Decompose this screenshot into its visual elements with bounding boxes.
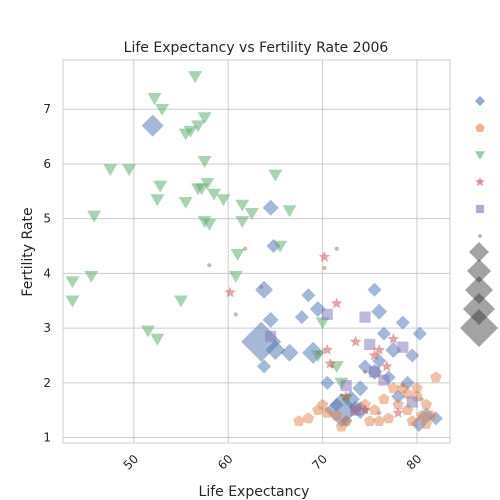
data-point-circle bbox=[316, 351, 320, 355]
data-point-circle bbox=[420, 397, 424, 401]
data-point-triangle-down bbox=[148, 93, 162, 105]
data-point-diamond bbox=[295, 310, 309, 324]
y-tick-label: 6 bbox=[43, 157, 51, 171]
y-tick-label: 7 bbox=[43, 102, 51, 116]
data-point-circle bbox=[243, 247, 247, 251]
data-point-diamond bbox=[301, 288, 315, 302]
data-point-diamond bbox=[263, 312, 279, 328]
legend-marker-pentagon bbox=[475, 123, 485, 132]
data-point-square bbox=[397, 342, 408, 353]
x-tick-label: 70 bbox=[309, 452, 330, 473]
data-point-square bbox=[378, 374, 389, 385]
legend-marker-diamond bbox=[475, 96, 485, 106]
data-point-triangle-down bbox=[84, 271, 98, 283]
data-point-triangle-down bbox=[155, 104, 169, 116]
data-point-star bbox=[224, 287, 235, 298]
data-point-triangle-down bbox=[179, 197, 193, 209]
data-point-triangle-down bbox=[229, 271, 243, 283]
data-point-square bbox=[350, 405, 361, 416]
data-point-triangle-down bbox=[65, 295, 79, 307]
data-point-circle bbox=[401, 383, 405, 387]
data-point-diamond bbox=[281, 344, 299, 362]
data-point-circle bbox=[207, 263, 211, 267]
data-point-diamond bbox=[257, 359, 271, 373]
data-point-circle bbox=[259, 285, 263, 289]
data-point-triangle-down bbox=[283, 205, 297, 217]
data-point-star bbox=[350, 336, 361, 347]
data-point-triangle-down bbox=[268, 170, 282, 182]
data-point-pentagon bbox=[303, 412, 314, 423]
data-point-circle bbox=[322, 266, 326, 270]
data-point-diamond bbox=[255, 281, 273, 299]
data-point-pentagon bbox=[317, 399, 328, 410]
data-point-diamond bbox=[263, 200, 279, 216]
data-point-triangle-down bbox=[153, 181, 167, 193]
data-point-square bbox=[322, 309, 333, 320]
data-point-triangle-down bbox=[150, 334, 164, 346]
data-point-diamond bbox=[371, 304, 387, 320]
data-point-pentagon bbox=[430, 371, 441, 382]
data-point-diamond bbox=[377, 327, 391, 341]
data-point-square bbox=[364, 339, 375, 350]
data-point-square bbox=[407, 396, 418, 407]
y-tick-label: 1 bbox=[43, 431, 51, 445]
legend-marker-square bbox=[476, 205, 484, 213]
x-tick-label: 60 bbox=[215, 452, 236, 473]
y-tick-label: 3 bbox=[43, 321, 51, 335]
data-point-triangle-down bbox=[65, 276, 79, 288]
legend bbox=[460, 96, 498, 347]
data-point-star bbox=[319, 251, 330, 262]
data-point-triangle-down bbox=[188, 71, 202, 83]
y-tick-label: 5 bbox=[43, 212, 51, 226]
data-points bbox=[65, 71, 442, 432]
legend-marker-circle bbox=[478, 234, 482, 238]
data-point-circle bbox=[377, 411, 381, 415]
x-axis-label: Life Expectancy bbox=[199, 484, 310, 500]
data-point-circle bbox=[330, 364, 334, 368]
y-axis-label: Fertility Rate bbox=[20, 207, 36, 296]
data-point-triangle-down bbox=[231, 249, 245, 261]
x-tick-label: 80 bbox=[404, 452, 425, 473]
data-point-diamond bbox=[396, 316, 410, 330]
data-point-triangle-down bbox=[198, 156, 212, 168]
data-point-triangle-down bbox=[150, 194, 164, 206]
y-tick-label: 2 bbox=[43, 376, 51, 390]
y-tick-label: 4 bbox=[43, 266, 51, 280]
x-tick-label: 50 bbox=[121, 452, 142, 473]
legend-size-marker bbox=[460, 309, 498, 347]
chart-title: Life Expectancy vs Fertility Rate 2006 bbox=[124, 40, 389, 56]
data-point-circle bbox=[335, 247, 339, 251]
data-point-star bbox=[331, 297, 342, 308]
data-point-diamond bbox=[142, 115, 164, 137]
legend-marker-star bbox=[475, 177, 485, 186]
data-point-pentagon bbox=[364, 415, 375, 426]
data-point-square bbox=[341, 380, 352, 391]
data-point-circle bbox=[363, 370, 367, 374]
data-point-pentagon bbox=[383, 412, 394, 423]
data-point-circle bbox=[234, 312, 238, 316]
data-point-pentagon bbox=[378, 393, 389, 404]
data-point-triangle-down bbox=[174, 295, 188, 307]
data-point-triangle-down bbox=[87, 211, 101, 223]
data-point-square bbox=[359, 312, 370, 323]
legend-marker-triangle-down bbox=[475, 151, 485, 160]
data-point-triangle-down bbox=[103, 164, 117, 176]
data-point-diamond bbox=[413, 327, 427, 341]
data-point-pentagon bbox=[407, 415, 418, 426]
data-point-diamond bbox=[367, 283, 381, 297]
data-point-square bbox=[265, 331, 276, 342]
data-point-triangle-down bbox=[235, 216, 249, 228]
